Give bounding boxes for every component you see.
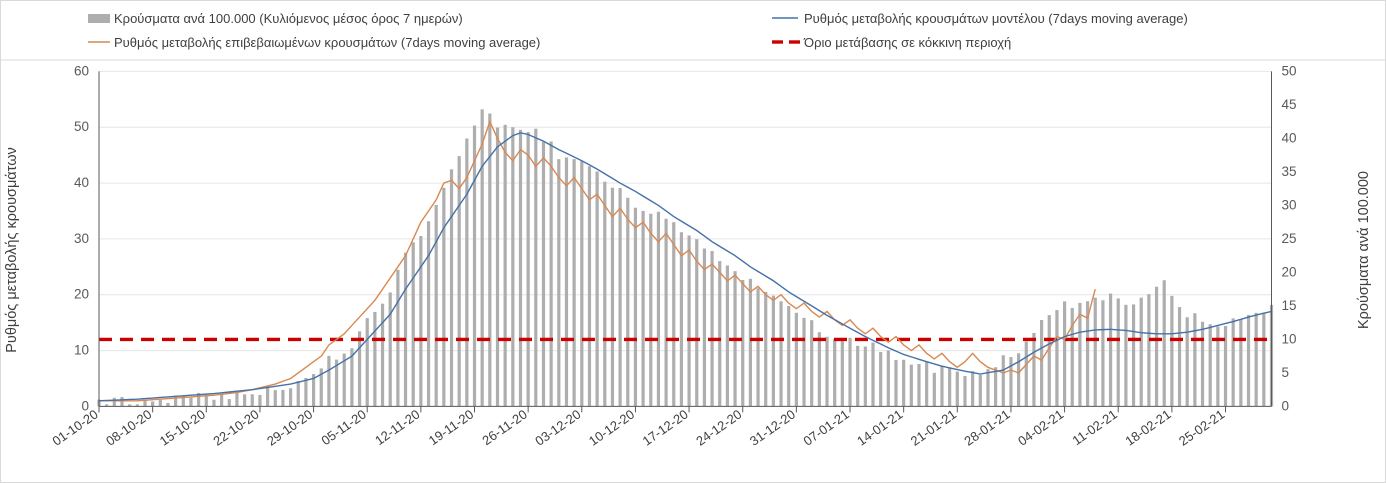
svg-text:31-12-20: 31-12-20 (747, 407, 798, 449)
svg-text:07-01-21: 07-01-21 (800, 407, 851, 449)
svg-text:04-02-21: 04-02-21 (1015, 407, 1066, 449)
svg-text:Ρυθμός μεταβολής κρουσμάτων: Ρυθμός μεταβολής κρουσμάτων (4, 147, 20, 353)
svg-text:Όριο μετάβασης σε κόκκινη περι: Όριο μετάβασης σε κόκκινη περιοχή (803, 35, 1011, 50)
svg-text:30: 30 (74, 231, 89, 246)
svg-text:19-11-20: 19-11-20 (426, 407, 476, 449)
svg-text:17-12-20: 17-12-20 (640, 407, 691, 449)
svg-text:14-01-21: 14-01-21 (854, 407, 905, 449)
svg-text:24-12-20: 24-12-20 (693, 407, 744, 449)
svg-text:25-02-21: 25-02-21 (1176, 407, 1227, 449)
svg-text:08-10-20: 08-10-20 (103, 407, 154, 449)
svg-text:15: 15 (1282, 298, 1297, 313)
svg-text:10-12-20: 10-12-20 (586, 407, 637, 449)
svg-text:29-10-20: 29-10-20 (264, 407, 315, 449)
svg-text:25: 25 (1282, 231, 1297, 246)
svg-text:0: 0 (81, 398, 89, 413)
svg-text:20: 20 (74, 287, 89, 302)
svg-text:45: 45 (1282, 97, 1297, 112)
svg-text:5: 5 (1282, 365, 1290, 380)
svg-text:26-11-20: 26-11-20 (479, 407, 529, 449)
svg-text:20: 20 (1282, 264, 1297, 279)
svg-text:35: 35 (1282, 164, 1297, 179)
svg-text:Κρούσματα ανά 100.000: Κρούσματα ανά 100.000 (1356, 171, 1372, 329)
svg-text:Κρούσματα ανά 100.000 (Κυλιόμε: Κρούσματα ανά 100.000 (Κυλιόμενος μέσος … (114, 11, 463, 26)
svg-text:30: 30 (1282, 197, 1297, 212)
svg-text:50: 50 (74, 119, 89, 134)
svg-text:60: 60 (74, 63, 89, 78)
svg-text:10: 10 (74, 343, 89, 358)
svg-text:12-11-20: 12-11-20 (372, 407, 422, 449)
svg-text:22-10-20: 22-10-20 (210, 407, 261, 449)
svg-text:10: 10 (1282, 331, 1297, 346)
svg-text:18-02-21: 18-02-21 (1122, 407, 1173, 449)
svg-text:21-01-21: 21-01-21 (908, 407, 959, 449)
svg-text:40: 40 (1282, 130, 1297, 145)
svg-text:Ρυθμός μεταβολής κρουσμάτων μο: Ρυθμός μεταβολής κρουσμάτων μοντέλου (7d… (804, 11, 1188, 26)
svg-text:15-10-20: 15-10-20 (157, 407, 208, 449)
svg-text:40: 40 (74, 175, 89, 190)
svg-text:11-02-21: 11-02-21 (1070, 407, 1120, 449)
svg-text:0: 0 (1282, 398, 1290, 413)
svg-text:50: 50 (1282, 63, 1297, 78)
svg-text:01-10-20: 01-10-20 (49, 407, 100, 449)
svg-text:03-12-20: 03-12-20 (532, 407, 583, 449)
svg-text:Ρυθμός μεταβολής επιβεβαιωμένω: Ρυθμός μεταβολής επιβεβαιωμένων κρουσμάτ… (114, 35, 540, 50)
svg-text:28-01-21: 28-01-21 (961, 407, 1012, 449)
svg-text:05-11-20: 05-11-20 (318, 407, 368, 449)
